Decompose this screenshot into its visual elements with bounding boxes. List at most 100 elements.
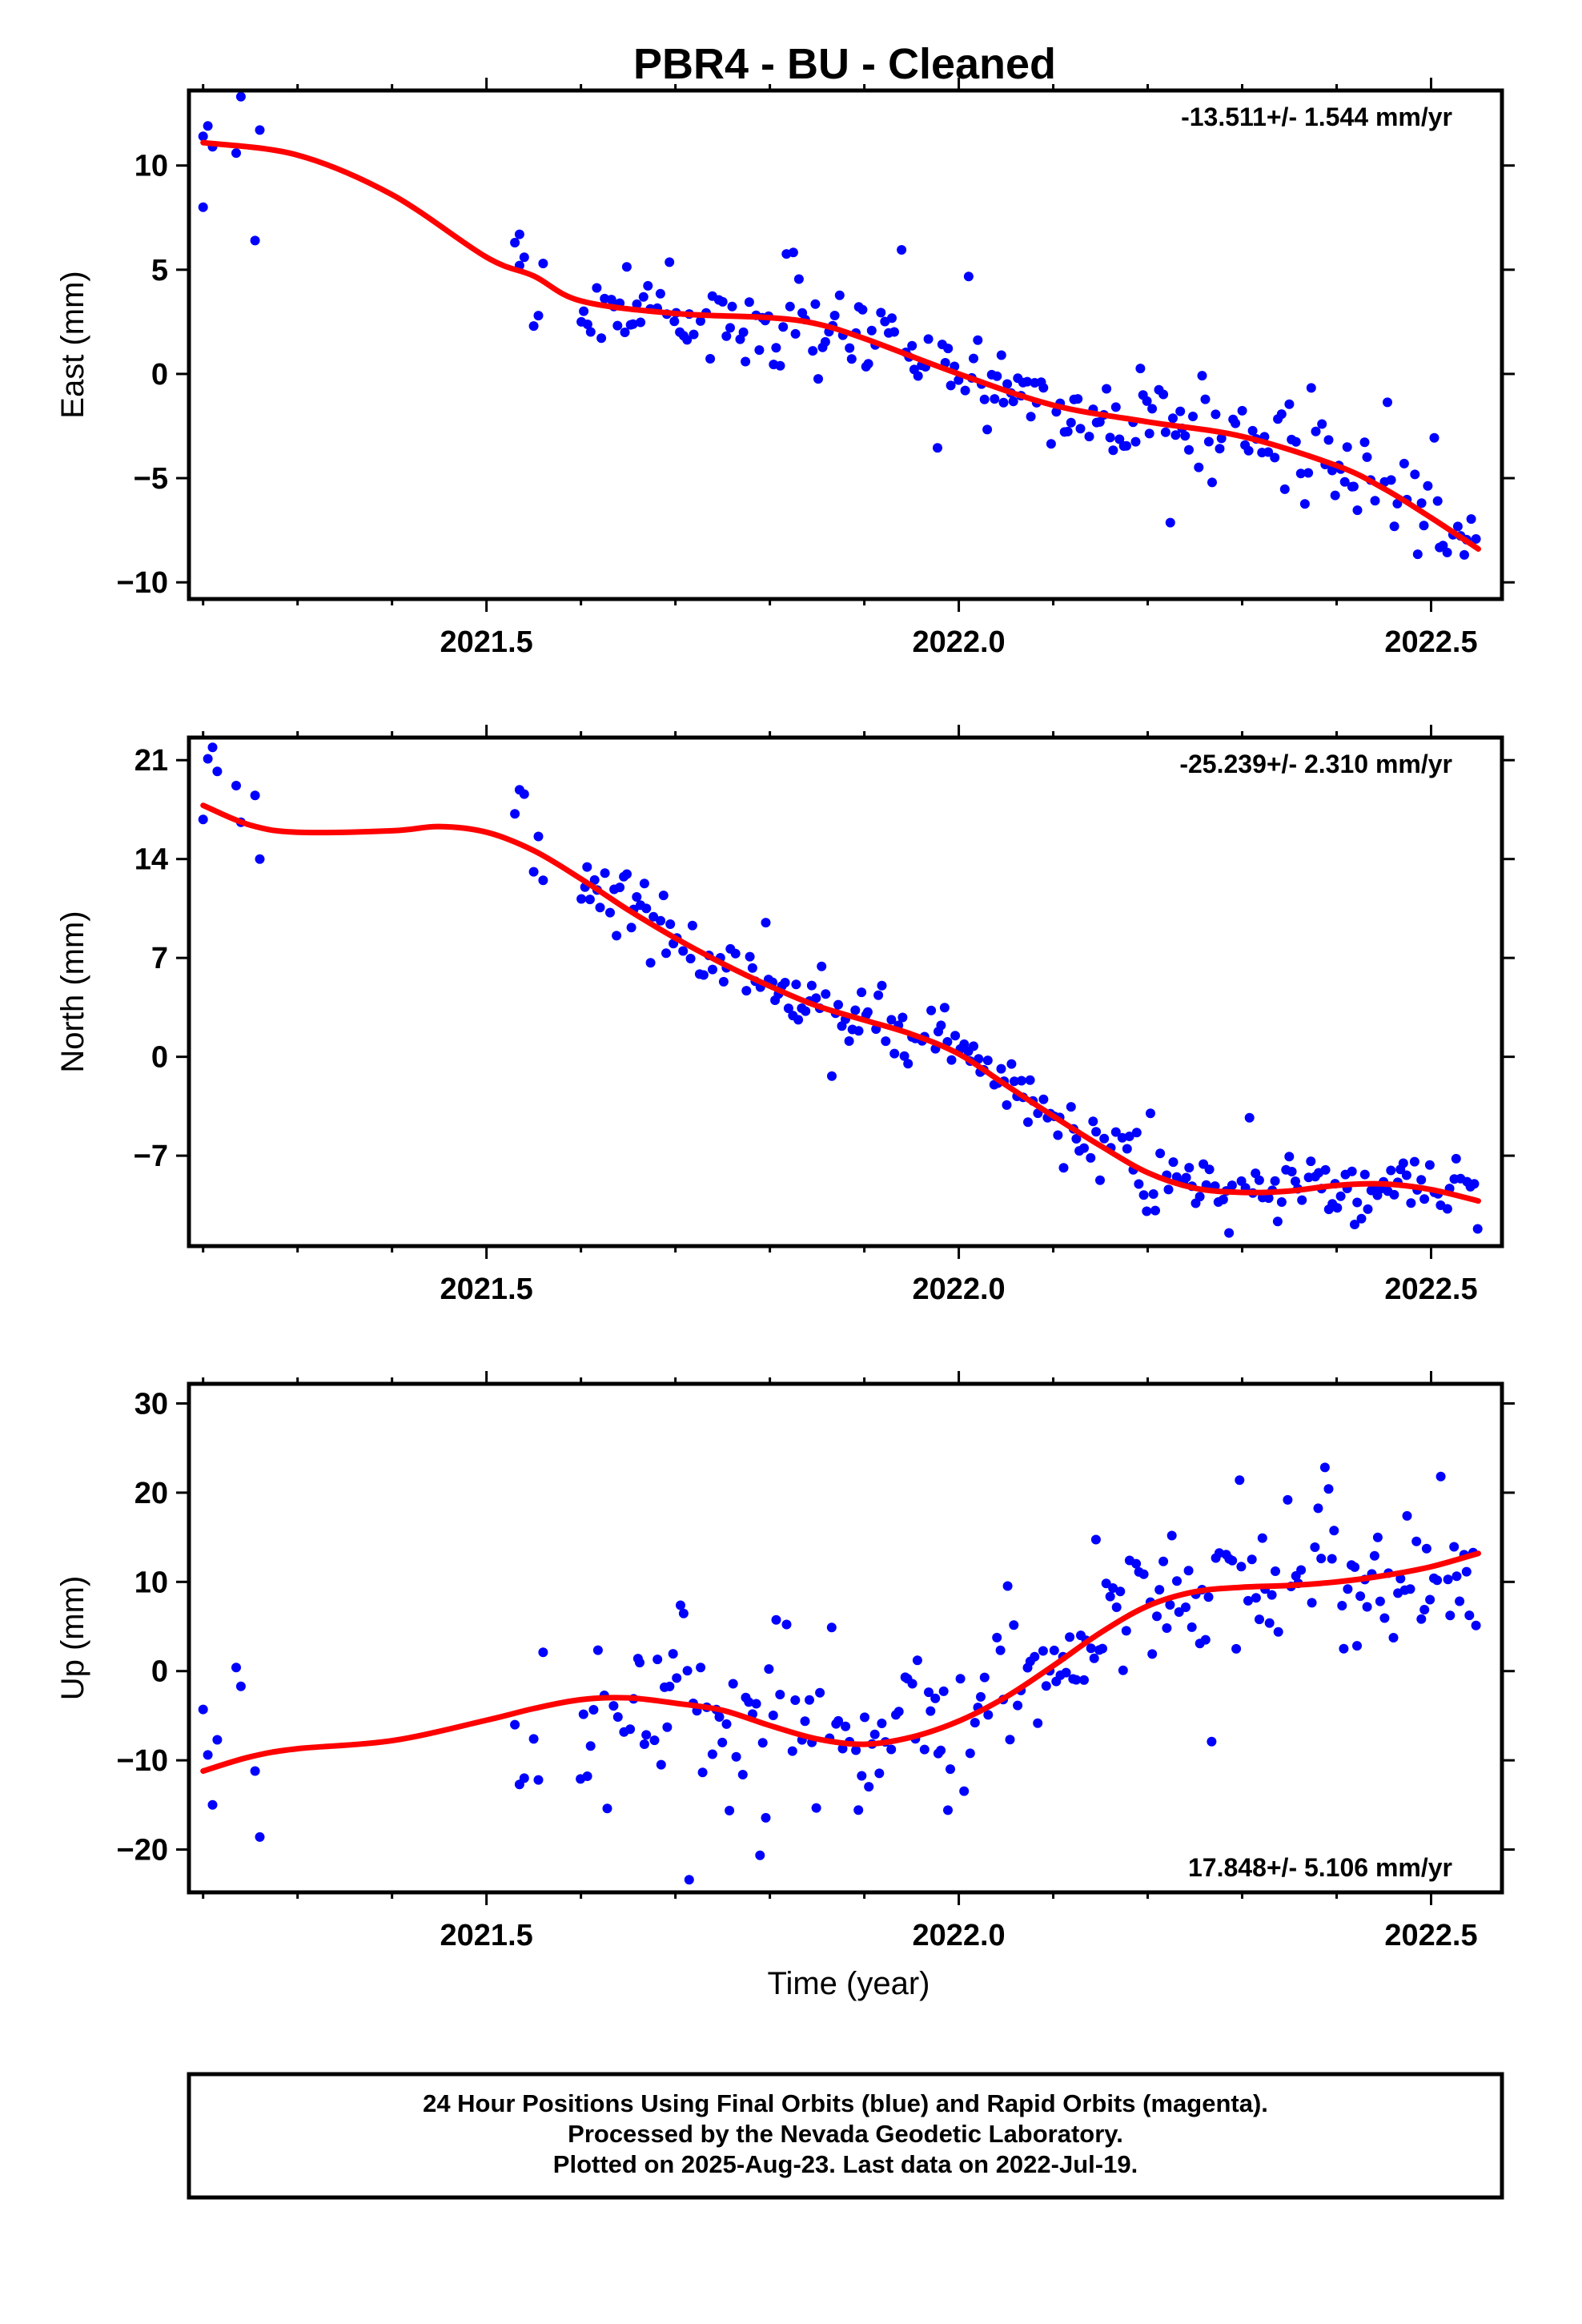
data-point — [1008, 396, 1018, 407]
data-point — [685, 954, 696, 963]
data-point — [1419, 1605, 1430, 1614]
data-point — [1236, 1562, 1247, 1572]
data-point — [1332, 1203, 1343, 1213]
data-point — [656, 915, 666, 926]
data-point — [582, 1771, 592, 1781]
data-point — [965, 1748, 975, 1759]
data-point — [1284, 399, 1295, 409]
data-point — [1466, 514, 1476, 525]
data-point — [1183, 1566, 1194, 1576]
data-point — [1306, 383, 1316, 393]
data-point — [1419, 521, 1429, 531]
data-point — [1460, 549, 1469, 560]
footer-line-1: 24 Hour Positions Using Final Orbits (bl… — [423, 2089, 1268, 2117]
data-point — [528, 321, 539, 332]
data-point — [1135, 364, 1146, 374]
data-point — [833, 1715, 844, 1726]
data-point — [811, 1803, 821, 1813]
data-point — [954, 375, 964, 385]
data-point — [1227, 1180, 1237, 1191]
x-tick-label: 2021.5 — [440, 1919, 533, 1952]
data-point — [689, 329, 699, 340]
data-point — [1033, 1718, 1043, 1728]
data-point — [1172, 1576, 1182, 1586]
data-point — [207, 742, 218, 753]
data-point — [1327, 465, 1337, 476]
data-point — [678, 946, 689, 956]
fit-line — [200, 802, 1481, 1204]
data-point — [943, 344, 954, 354]
data-point — [1247, 1554, 1257, 1565]
data-point — [250, 235, 260, 246]
data-point — [893, 1707, 904, 1717]
data-point — [1231, 418, 1241, 428]
data-point — [1343, 1584, 1353, 1594]
data-point — [1362, 452, 1372, 462]
data-point — [1392, 498, 1403, 509]
fit-line — [200, 139, 1481, 552]
data-point — [622, 869, 632, 879]
data-point — [781, 1619, 792, 1630]
data-point — [1146, 1108, 1155, 1119]
data-point — [955, 1674, 966, 1684]
data-point — [1105, 432, 1115, 443]
data-point — [853, 1805, 864, 1815]
y-tick-label: 5 — [151, 254, 168, 287]
data-point — [1089, 1653, 1099, 1663]
data-point — [1379, 1613, 1390, 1623]
data-point — [519, 1773, 529, 1783]
data-point — [1356, 1213, 1367, 1224]
data-point — [821, 989, 831, 999]
data-point — [1296, 1565, 1307, 1575]
data-point — [1058, 1163, 1069, 1173]
panels: 2021.5 2022.0 2022.5 10 5 0 −5 −10 East (mm) -13.… — [55, 78, 1515, 1952]
data-point — [963, 271, 974, 282]
data-point — [1147, 1649, 1158, 1659]
data-point — [936, 1020, 946, 1031]
data-point — [747, 963, 757, 973]
plot-area — [198, 742, 1483, 1238]
data-point — [1094, 416, 1105, 427]
data-point — [808, 346, 818, 356]
data-point — [1363, 1204, 1373, 1214]
data-point — [1155, 1148, 1166, 1159]
data-point — [873, 990, 884, 1000]
data-point — [1342, 442, 1352, 452]
data-point — [785, 301, 795, 312]
data-point — [1073, 394, 1083, 404]
data-point — [1079, 1143, 1089, 1153]
data-point — [924, 1687, 934, 1698]
data-point — [946, 1764, 955, 1775]
data-point — [1402, 1510, 1412, 1521]
data-point — [1114, 434, 1125, 444]
data-point — [1207, 1736, 1217, 1747]
data-point — [791, 979, 801, 990]
data-point — [198, 131, 208, 142]
data-point — [1271, 1566, 1280, 1576]
data-point — [579, 306, 589, 316]
data-point — [1006, 1059, 1017, 1069]
data-point — [1105, 1591, 1115, 1602]
data-point — [982, 424, 993, 435]
data-point — [857, 987, 867, 998]
data-point — [1416, 498, 1427, 509]
data-point — [538, 259, 548, 268]
data-point — [943, 1805, 953, 1815]
data-point — [1443, 1574, 1453, 1585]
data-point — [1395, 1574, 1406, 1584]
data-point — [1350, 1562, 1360, 1572]
data-point — [1339, 1643, 1349, 1654]
data-point — [255, 854, 265, 864]
data-point — [615, 883, 625, 893]
data-point — [1347, 1166, 1357, 1176]
data-point — [1432, 496, 1443, 506]
data-point — [533, 831, 544, 842]
footer-line-2: Processed by the Nevada Geodetic Laborat… — [568, 2120, 1123, 2148]
data-point — [983, 1710, 994, 1720]
data-point — [990, 394, 1000, 404]
data-point — [628, 319, 638, 329]
data-point — [1316, 1554, 1327, 1564]
data-point — [1352, 1641, 1362, 1651]
data-point — [1131, 1558, 1142, 1569]
